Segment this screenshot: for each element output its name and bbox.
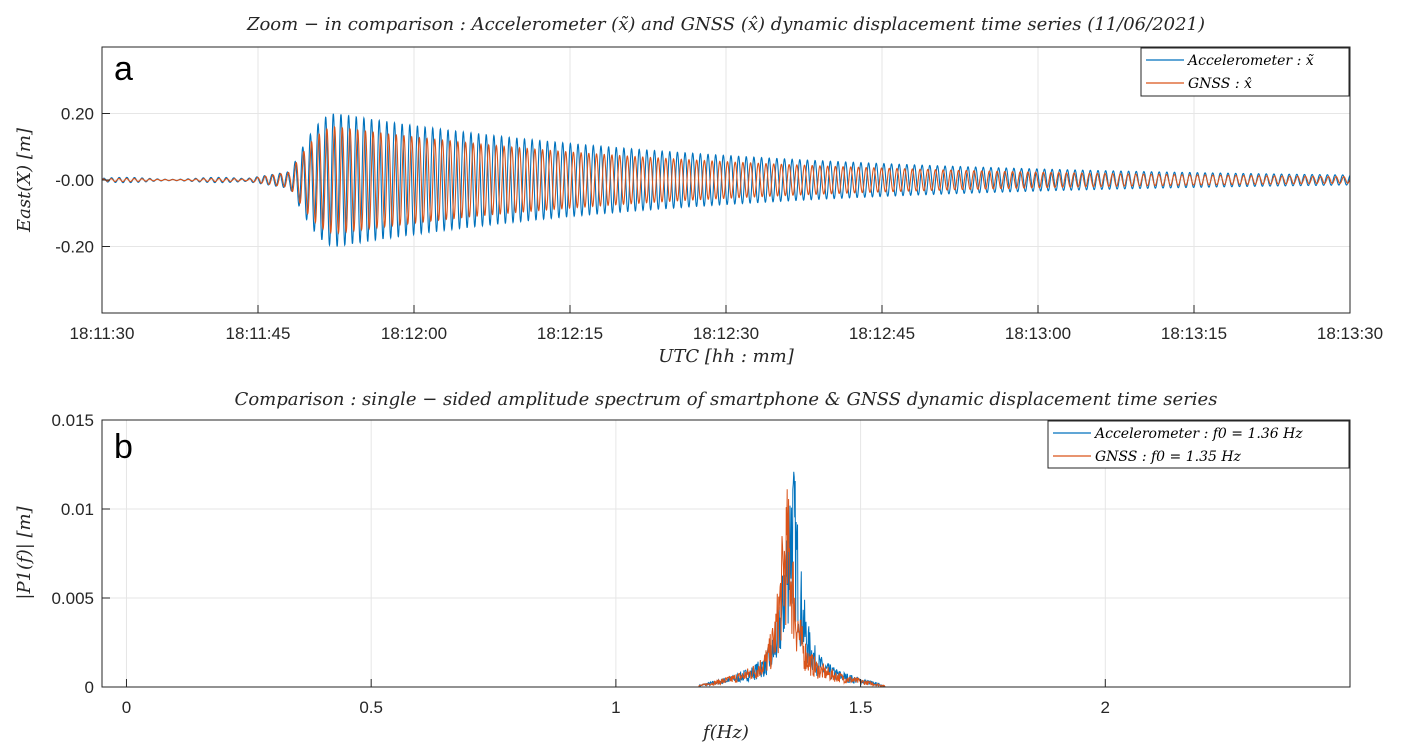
y-tick-label: 0: [85, 678, 94, 697]
panel-b-letter: b: [114, 428, 133, 466]
x-tick-label: 18:13:15: [1161, 324, 1227, 343]
x-tick-label: 0.5: [359, 698, 383, 717]
y-tick-label: -0.00: [55, 171, 94, 190]
y-tick-label: 0.01: [61, 500, 94, 519]
panel-b-title: Comparison : single − sided amplitude sp…: [235, 389, 1218, 410]
panel-a-ylabel: East(X) [m]: [14, 127, 35, 233]
panel-a-legend-box: [1140, 47, 1350, 97]
panel-a-xlabel: UTC [hh : mm]: [658, 346, 795, 367]
x-tick-label: 18:13:00: [1005, 324, 1071, 343]
x-tick-label: 18:12:45: [849, 324, 915, 343]
panel-a-letter: a: [114, 50, 133, 88]
panel-b-xlabel: f(Hz): [701, 722, 749, 743]
x-tick-label: 18:11:30: [70, 324, 135, 343]
x-tick-label: 18:12:00: [381, 324, 447, 343]
panel-b-series: [126, 471, 1350, 688]
spectrum-line-accelerometer: [126, 471, 1350, 688]
x-tick-label: 18:11:45: [226, 324, 291, 343]
panel-b-axes-box: [101, 419, 1351, 688]
legend-a-accelerometer-label: Accelerometer : x̃: [1186, 53, 1314, 69]
x-tick-label: 18:12:15: [537, 324, 603, 343]
x-tick-label: 18:12:30: [693, 324, 759, 343]
y-tick-label: 0.20: [61, 105, 94, 124]
x-tick-label: 18:13:30: [1317, 324, 1383, 343]
x-tick-label: 1.5: [849, 698, 873, 717]
panel-b: Comparison : single − sided amplitude sp…: [14, 389, 1351, 743]
panel-b-ticks: 0 0.5 1 1.5 2 0 0.005 0.01 0.015: [51, 411, 1110, 717]
panel-a-title: Zoom − in comparison : Accelerometer (x̃…: [246, 14, 1205, 35]
panel-b-ylabel: |P1(f)| [m]: [14, 505, 35, 599]
legend-a-gnss-label: GNSS : x̂: [1188, 76, 1252, 92]
panel-b-legend: Accelerometer : f0 = 1.36 Hz GNSS : f0 =…: [1047, 420, 1350, 469]
legend-b-accelerometer-label: Accelerometer : f0 = 1.36 Hz: [1093, 426, 1303, 442]
y-tick-label: 0.015: [51, 411, 94, 430]
x-tick-label: 2: [1101, 698, 1110, 717]
spectrum-line-gnss: [126, 489, 1350, 688]
x-tick-label: 1: [611, 698, 620, 717]
x-tick-label: 0: [122, 698, 131, 717]
y-tick-label: 0.005: [51, 589, 94, 608]
y-tick-label: -0.20: [55, 238, 94, 257]
series-line-gnss: [101, 125, 1351, 235]
legend-b-gnss-label: GNSS : f0 = 1.35 Hz: [1095, 449, 1242, 465]
panel-a-legend: Accelerometer : x̃ GNSS : x̂: [1140, 47, 1350, 97]
panel-a: Zoom − in comparison : Accelerometer (x̃…: [14, 14, 1383, 367]
panel-a-ticks: 18:11:30 18:11:45 18:12:00 18:12:15 18:12:30…: [55, 105, 1383, 344]
panel-b-legend-box: [1047, 420, 1350, 469]
panel-a-series: [101, 113, 1351, 248]
